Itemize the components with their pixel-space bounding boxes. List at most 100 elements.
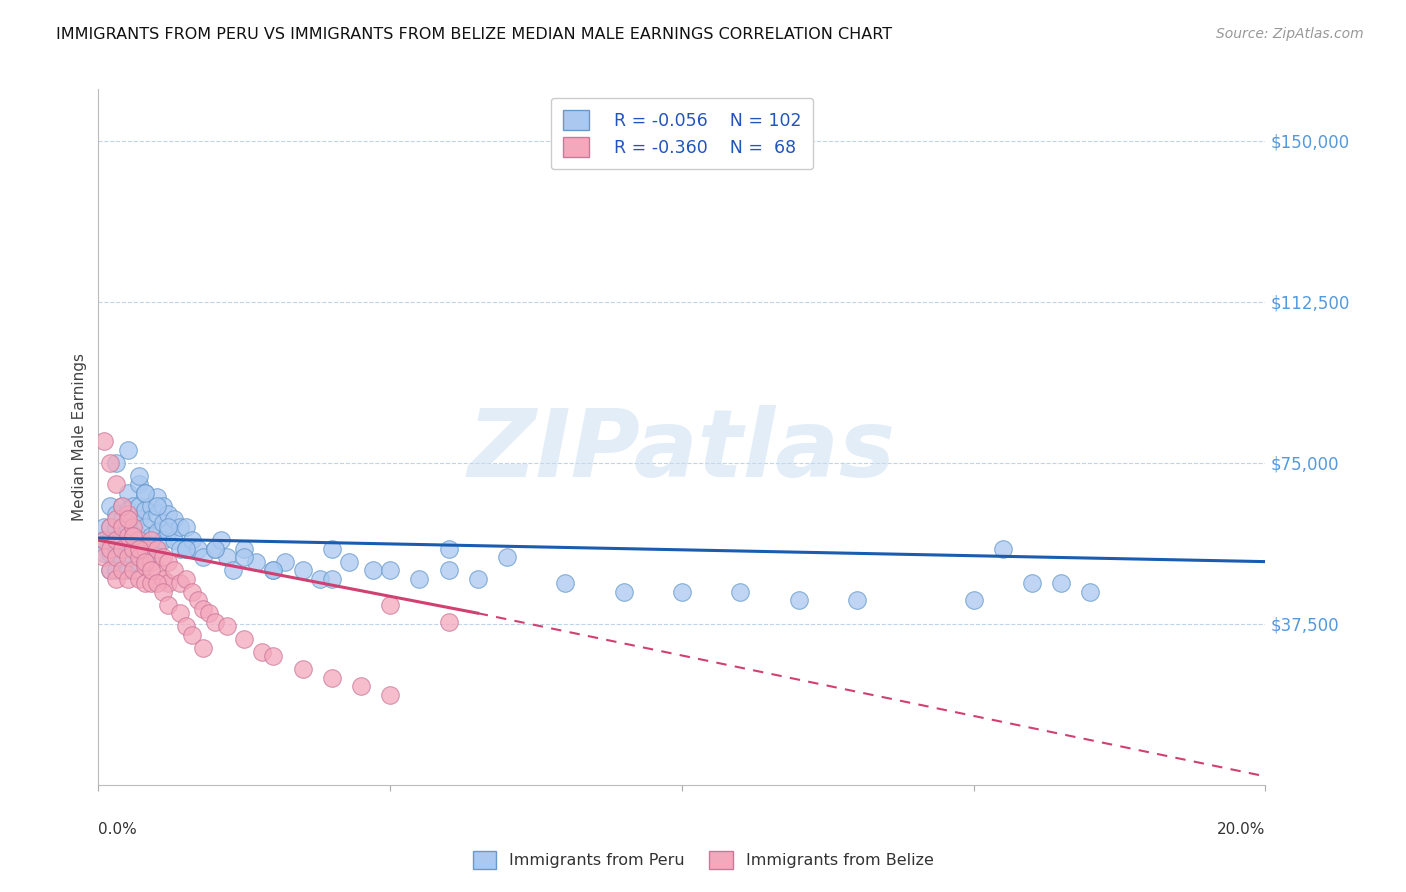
Point [128, 541, 150, 556]
Point [146, 576, 169, 591]
Point [274, 555, 297, 569]
Point [128, 555, 150, 569]
Point [111, 499, 134, 513]
Point [157, 576, 180, 591]
Point [262, 563, 284, 577]
Point [104, 508, 127, 522]
Point [146, 499, 169, 513]
Point [169, 520, 191, 534]
Point [111, 541, 134, 556]
Point [291, 662, 314, 676]
Text: 20.0%: 20.0% [1218, 822, 1265, 837]
Point [134, 558, 156, 573]
Point [93, 550, 115, 565]
Point [122, 511, 145, 525]
Point [93, 546, 115, 560]
Point [104, 550, 127, 565]
Point [163, 533, 186, 548]
Point [128, 541, 150, 556]
Point [134, 537, 156, 551]
Point [152, 516, 174, 530]
Point [612, 584, 634, 599]
Point [134, 520, 156, 534]
Point [139, 533, 162, 548]
Point [245, 555, 267, 569]
Point [169, 606, 191, 620]
Point [152, 572, 174, 586]
Point [671, 584, 693, 599]
Point [139, 499, 162, 513]
Point [139, 546, 162, 560]
Point [991, 541, 1014, 556]
Point [152, 550, 174, 565]
Point [962, 593, 984, 607]
Point [104, 572, 127, 586]
Point [117, 442, 139, 457]
Point [122, 529, 145, 543]
Point [122, 499, 145, 513]
Point [98, 541, 121, 556]
Point [467, 572, 489, 586]
Point [128, 529, 150, 543]
Point [163, 563, 186, 577]
Point [380, 563, 402, 577]
Point [139, 529, 162, 543]
Point [180, 584, 202, 599]
Point [157, 508, 180, 522]
Point [98, 456, 121, 470]
Point [117, 508, 139, 522]
Point [174, 572, 197, 586]
Point [221, 563, 243, 577]
Point [361, 563, 384, 577]
Point [496, 550, 519, 565]
Point [187, 593, 209, 607]
Point [157, 524, 180, 539]
Point [846, 593, 869, 607]
Point [146, 524, 169, 539]
Point [139, 511, 162, 525]
Text: IMMIGRANTS FROM PERU VS IMMIGRANTS FROM BELIZE MEDIAN MALE EARNINGS CORRELATION : IMMIGRANTS FROM PERU VS IMMIGRANTS FROM … [56, 27, 893, 42]
Point [117, 563, 139, 577]
Point [134, 486, 156, 500]
Point [152, 584, 174, 599]
Point [104, 456, 127, 470]
Point [134, 555, 156, 569]
Point [104, 563, 127, 577]
Point [134, 541, 156, 556]
Point [380, 688, 402, 702]
Point [128, 572, 150, 586]
Point [554, 576, 576, 591]
Y-axis label: Median Male Earnings: Median Male Earnings [72, 353, 87, 521]
Point [437, 615, 460, 629]
Point [321, 541, 343, 556]
Point [139, 563, 162, 577]
Point [98, 499, 121, 513]
Text: ZIPatlas: ZIPatlas [468, 405, 896, 497]
Point [122, 520, 145, 534]
Point [117, 520, 139, 534]
Point [93, 533, 115, 548]
Point [122, 555, 145, 569]
Point [233, 541, 256, 556]
Point [146, 490, 169, 504]
Point [134, 503, 156, 517]
Point [146, 541, 169, 556]
Point [193, 640, 215, 655]
Point [117, 511, 139, 525]
Point [117, 486, 139, 500]
Point [117, 503, 139, 517]
Point [1080, 584, 1102, 599]
Point [122, 541, 145, 556]
Point [117, 533, 139, 548]
Point [321, 572, 343, 586]
Point [204, 615, 226, 629]
Point [98, 533, 121, 548]
Point [98, 520, 121, 534]
Point [1021, 576, 1043, 591]
Legend: Immigrants from Peru, Immigrants from Belize: Immigrants from Peru, Immigrants from Be… [467, 845, 939, 875]
Point [122, 529, 145, 543]
Point [146, 563, 169, 577]
Point [180, 627, 202, 641]
Point [204, 541, 226, 556]
Point [233, 550, 256, 565]
